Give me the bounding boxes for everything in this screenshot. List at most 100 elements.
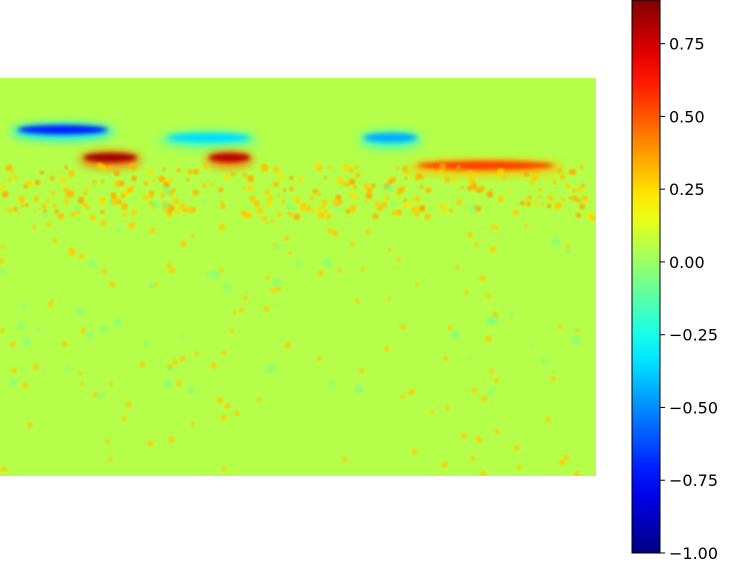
heatmap-dot	[80, 327, 87, 334]
heatmap-speckle	[311, 209, 316, 214]
heatmap-dot	[398, 321, 404, 326]
heatmap-speckle	[419, 185, 424, 189]
heatmap-speckle	[59, 177, 67, 184]
heatmap-dot	[309, 196, 315, 201]
heatmap-dot	[190, 233, 195, 238]
heatmap-dot	[540, 358, 548, 365]
heatmap-dot	[285, 202, 292, 210]
heatmap-dot	[512, 209, 520, 216]
heatmap-dot	[509, 311, 515, 316]
heatmap-speckle	[176, 168, 182, 173]
heatmap-speckle	[163, 181, 170, 188]
heatmap-speckle	[130, 185, 135, 190]
heatmap-dot	[557, 324, 563, 329]
heatmap-dot	[571, 335, 581, 345]
heatmap-dot	[265, 275, 270, 281]
heatmap-dot	[161, 200, 170, 209]
heatmap-speckle	[77, 197, 85, 204]
heatmap-speckle	[460, 185, 464, 190]
heatmap-speckle	[305, 205, 312, 212]
heatmap-speckle	[519, 200, 525, 206]
heatmap-speckle	[420, 175, 425, 180]
heatmap-dot	[327, 227, 333, 234]
heatmap-speckle	[397, 210, 402, 215]
heatmap-speckle	[489, 188, 493, 192]
heatmap-speckle	[466, 185, 473, 192]
heatmap-speckle	[342, 164, 350, 172]
heatmap-dot	[9, 341, 16, 348]
heatmap-dot	[470, 455, 476, 461]
heatmap-speckle	[524, 197, 529, 202]
heatmap-dot	[574, 327, 579, 333]
heatmap-dot	[561, 198, 566, 203]
heatmap-dot	[386, 297, 392, 302]
heatmap-speckle	[289, 175, 294, 181]
heatmap-dot	[234, 410, 240, 416]
heatmap-dot	[0, 328, 5, 334]
heatmap-dot	[530, 343, 535, 348]
heatmap-dot	[270, 219, 275, 224]
heatmap-dot	[450, 329, 460, 339]
heatmap-dot	[390, 201, 396, 208]
heatmap-speckle	[33, 196, 40, 202]
heatmap-dot	[455, 264, 460, 270]
heatmap-dot	[78, 371, 83, 376]
heatmap-speckle	[140, 168, 145, 172]
heatmap-dot	[493, 378, 499, 384]
heatmap-speckle	[172, 187, 176, 192]
heatmap-speckle	[13, 206, 18, 212]
heatmap-dot	[274, 243, 281, 250]
heatmap-dot	[0, 258, 5, 264]
heatmap-dot	[70, 211, 76, 218]
heatmap-speckle	[57, 213, 64, 220]
heatmap-dot	[471, 387, 478, 394]
heatmap-speckle	[475, 205, 482, 212]
heatmap-speckle	[120, 193, 126, 199]
heatmap-speckle	[553, 203, 561, 210]
heatmap-dot	[494, 225, 499, 231]
heatmap-speckle	[55, 170, 60, 175]
heatmap-dot	[497, 196, 504, 203]
heatmap-dot	[284, 236, 290, 242]
heatmap-speckle	[448, 208, 454, 213]
heatmap-speckle	[242, 186, 246, 190]
heatmap-dot	[149, 227, 156, 234]
heatmap-dot	[42, 212, 48, 218]
heatmap-speckle	[502, 175, 507, 180]
heatmap-dot	[167, 365, 174, 372]
heatmap-speckle	[335, 194, 342, 201]
heatmap-speckle	[365, 192, 373, 200]
heatmap-speckle	[403, 201, 411, 209]
heatmap-dot	[273, 304, 278, 309]
heatmap-speckle	[107, 167, 112, 172]
heatmap-dot	[21, 366, 26, 371]
heatmap-speckle	[33, 209, 37, 213]
heatmap-speckle	[477, 188, 483, 193]
heatmap-dot	[168, 436, 175, 443]
heatmap-speckle	[352, 184, 358, 190]
heatmap-dot	[489, 368, 495, 374]
heatmap-dot	[22, 337, 31, 346]
heatmap-dot	[412, 205, 419, 212]
heatmap-speckle	[113, 170, 120, 177]
heatmap-dot	[516, 464, 522, 470]
heatmap-speckle	[273, 166, 280, 173]
heatmap-speckle	[67, 170, 75, 177]
heatmap-dot	[492, 385, 497, 391]
heatmap-speckle	[5, 164, 13, 172]
heatmap-dot	[243, 211, 250, 218]
heatmap-dot	[276, 212, 282, 218]
heatmap-speckle	[131, 175, 137, 182]
heatmap-dot	[295, 260, 302, 267]
heatmap-speckle	[169, 177, 173, 181]
heatmap-speckle	[1, 182, 6, 188]
heatmap-speckle	[148, 193, 154, 199]
heatmap-speckle	[575, 212, 582, 218]
heatmap-dot	[232, 310, 237, 315]
heatmap-dot	[325, 213, 332, 220]
heatmap-speckle	[376, 204, 384, 212]
heatmap-dot	[0, 269, 6, 275]
heatmap-dot	[89, 214, 96, 221]
heatmap-dot	[400, 394, 406, 399]
